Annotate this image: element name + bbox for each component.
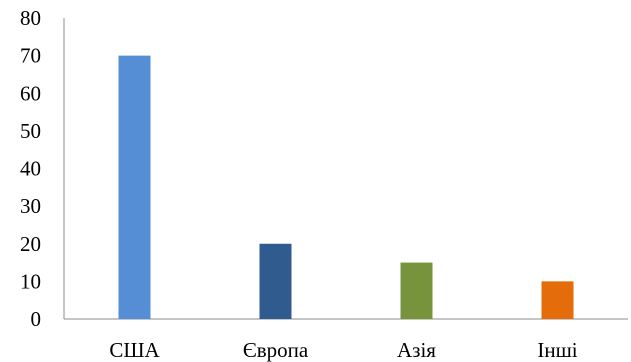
y-tick-label: 10 (20, 269, 41, 293)
x-category-label: Азія (397, 338, 436, 362)
x-category-label: Європа (243, 338, 309, 362)
bar (541, 281, 574, 319)
bars-group (118, 55, 574, 319)
y-tick-label: 20 (20, 232, 41, 256)
y-tick-label: 0 (31, 307, 42, 331)
bar (259, 243, 292, 319)
bar (118, 55, 151, 319)
y-tick-label: 80 (20, 6, 41, 30)
y-tick-label: 50 (20, 119, 41, 143)
y-tick-label: 40 (20, 157, 41, 181)
y-tick-label: 30 (20, 194, 41, 218)
x-category-label: Інші (537, 338, 577, 362)
x-category-label: США (109, 338, 160, 362)
x-axis-category-labels: США Європа Азія Інші (109, 338, 577, 362)
bar (400, 262, 433, 319)
y-tick-label: 70 (20, 44, 41, 68)
y-axis-tick-labels: 0 10 20 30 40 50 60 70 80 (20, 6, 41, 331)
y-tick-label: 60 (20, 81, 41, 105)
